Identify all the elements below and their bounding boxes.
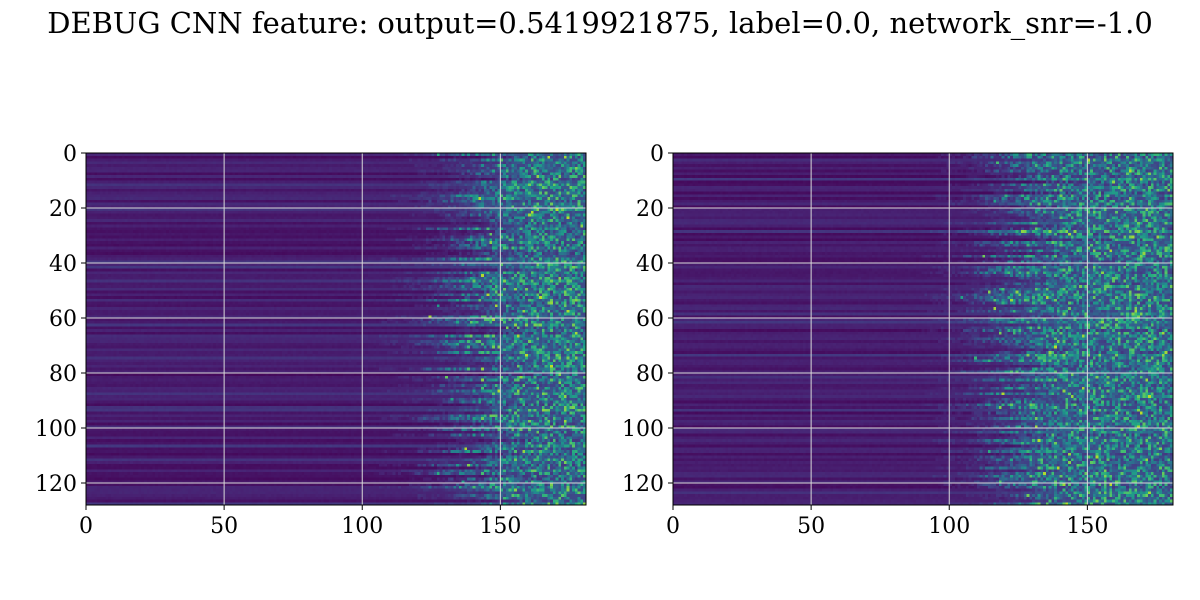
y-tick-label: 100 (35, 417, 77, 442)
y-tick-label: 20 (49, 197, 77, 222)
heatmap-image (86, 153, 586, 505)
x-tick-label: 150 (1066, 514, 1108, 539)
x-tick-label: 100 (928, 514, 970, 539)
y-tick-label: 0 (63, 142, 77, 167)
y-tick-label: 40 (49, 252, 77, 277)
x-tick-label: 0 (79, 514, 93, 539)
y-tick-label: 60 (636, 307, 664, 332)
x-tick-label: 50 (797, 514, 825, 539)
axes-frame (85, 152, 587, 506)
y-tick-label: 20 (636, 197, 664, 222)
x-tick-label: 150 (479, 514, 521, 539)
y-tick-label: 60 (49, 307, 77, 332)
y-tick-label: 100 (622, 417, 664, 442)
x-tick-label: 50 (210, 514, 238, 539)
y-tick-label: 80 (636, 362, 664, 387)
figure-title: DEBUG CNN feature: output=0.5419921875, … (47, 6, 1153, 40)
y-tick-label: 120 (622, 472, 664, 497)
y-tick-label: 120 (35, 472, 77, 497)
y-tick-label: 40 (636, 252, 664, 277)
heatmap-panel-right: 0 50 100 150 0 20 40 60 80 100 120 (622, 142, 1174, 539)
y-tick-label: 0 (650, 142, 664, 167)
heatmap-panel-left: 0 50 100 150 0 20 40 60 80 100 120 (35, 142, 587, 539)
heatmap-image (673, 153, 1173, 505)
axes-frame (672, 152, 1174, 506)
x-tick-label: 0 (666, 514, 680, 539)
y-tick-label: 80 (49, 362, 77, 387)
x-tick-label: 100 (341, 514, 383, 539)
